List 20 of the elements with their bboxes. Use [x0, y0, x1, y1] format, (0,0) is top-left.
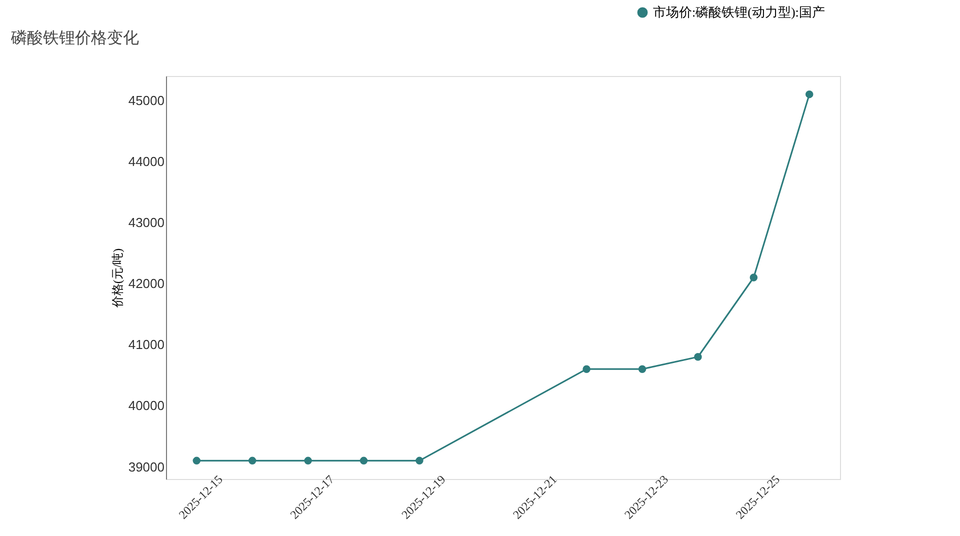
y-tick-label: 41000 [128, 337, 164, 352]
point [416, 456, 424, 465]
point [638, 365, 646, 373]
point [694, 353, 702, 361]
y-tick-label: 44000 [128, 154, 164, 169]
point [304, 456, 312, 465]
point [805, 90, 814, 98]
y-tick-label: 39000 [128, 459, 164, 474]
legend-label: 市场价:磷酸铁锂(动力型):国产 [653, 4, 825, 20]
point [360, 456, 368, 465]
point [248, 456, 256, 465]
y-tick-label: 42000 [128, 276, 164, 292]
y-tick-label: 45000 [128, 92, 164, 108]
point [582, 365, 590, 373]
point [192, 456, 201, 465]
point [750, 274, 758, 282]
chart-title: 磷酸铁锂价格变化 [10, 29, 139, 47]
y-axis-title: 价格(元/吨) [110, 248, 124, 309]
y-tick-label: 43000 [128, 215, 164, 230]
y-tick-label: 40000 [128, 398, 164, 414]
